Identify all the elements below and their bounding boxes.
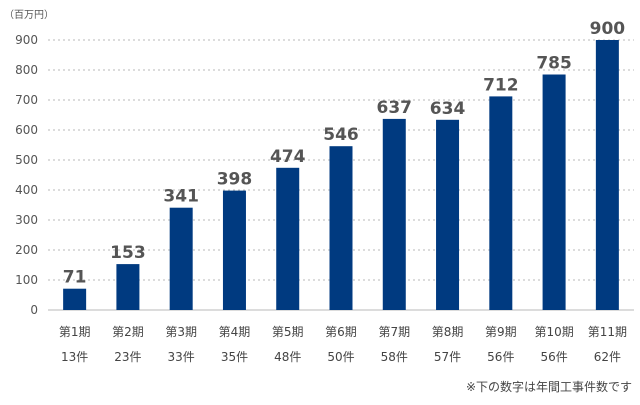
data-label: 398 xyxy=(217,170,253,190)
count-label: 48件 xyxy=(274,350,301,364)
y-tick-label: 800 xyxy=(15,63,38,77)
data-label: 712 xyxy=(483,75,519,95)
count-label: 56件 xyxy=(487,350,514,364)
data-label: 341 xyxy=(163,187,199,207)
y-tick-label: 300 xyxy=(15,213,38,227)
bar xyxy=(382,118,406,311)
category-label: 第5期 xyxy=(272,325,304,339)
data-label: 71 xyxy=(63,268,87,288)
data-label: 900 xyxy=(590,19,626,39)
data-label: 785 xyxy=(536,54,572,74)
y-tick-label: 100 xyxy=(15,273,38,287)
data-label: 474 xyxy=(270,147,306,167)
bar xyxy=(222,190,246,310)
data-label: 634 xyxy=(430,99,466,119)
bar xyxy=(276,167,300,310)
y-tick-label: 400 xyxy=(15,183,38,197)
category-labels: 第1期 第2期 第3期 第4期 第5期 第6期 第7期 第8期 第9期 第10期 第11期 xyxy=(59,325,627,339)
category-label: 第9期 xyxy=(485,325,517,339)
bar xyxy=(116,264,140,310)
count-label: 23件 xyxy=(114,350,141,364)
count-label: 35件 xyxy=(221,350,248,364)
footnote: ※下の数字は年間工事件数です xyxy=(466,379,632,394)
bar xyxy=(489,96,513,311)
category-label: 第7期 xyxy=(378,325,410,339)
y-tick-label: 200 xyxy=(15,243,38,257)
category-label: 第4期 xyxy=(219,325,251,339)
count-label: 58件 xyxy=(381,350,408,364)
count-label: 56件 xyxy=(540,350,567,364)
count-label: 13件 xyxy=(61,350,88,364)
bars xyxy=(63,40,619,311)
category-label: 第6期 xyxy=(325,325,357,339)
y-axis-ticks: 0 100 200 300 400 500 600 700 800 900 xyxy=(15,33,38,317)
bar xyxy=(595,40,619,310)
category-label: 第10期 xyxy=(534,325,573,339)
data-label: 637 xyxy=(377,98,413,118)
y-tick-label: 700 xyxy=(15,93,38,107)
data-labels: 71 153 341 398 474 546 637 634 712 785 900 xyxy=(63,19,625,288)
y-axis-unit-label: （百万円） xyxy=(4,9,54,21)
category-label: 第2期 xyxy=(112,325,144,339)
category-label: 第3期 xyxy=(165,325,197,339)
data-label: 153 xyxy=(110,243,146,263)
data-label: 546 xyxy=(323,125,359,145)
category-label: 第11期 xyxy=(588,325,627,339)
category-label: 第1期 xyxy=(59,325,91,339)
count-label: 57件 xyxy=(434,350,461,364)
y-tick-label: 900 xyxy=(15,33,38,47)
count-label: 62件 xyxy=(594,350,621,364)
bar xyxy=(63,288,87,310)
bar xyxy=(329,146,353,310)
count-label: 50件 xyxy=(327,350,354,364)
y-tick-label: 0 xyxy=(30,303,38,317)
bar xyxy=(436,119,460,310)
bar xyxy=(169,207,193,310)
y-tick-label: 600 xyxy=(15,123,38,137)
bar xyxy=(542,74,566,310)
count-label: 33件 xyxy=(168,350,195,364)
y-tick-label: 500 xyxy=(15,153,38,167)
category-label: 第8期 xyxy=(432,325,464,339)
count-labels: 13件 23件 33件 35件 48件 50件 58件 57件 56件 56件 62件 xyxy=(61,350,621,364)
